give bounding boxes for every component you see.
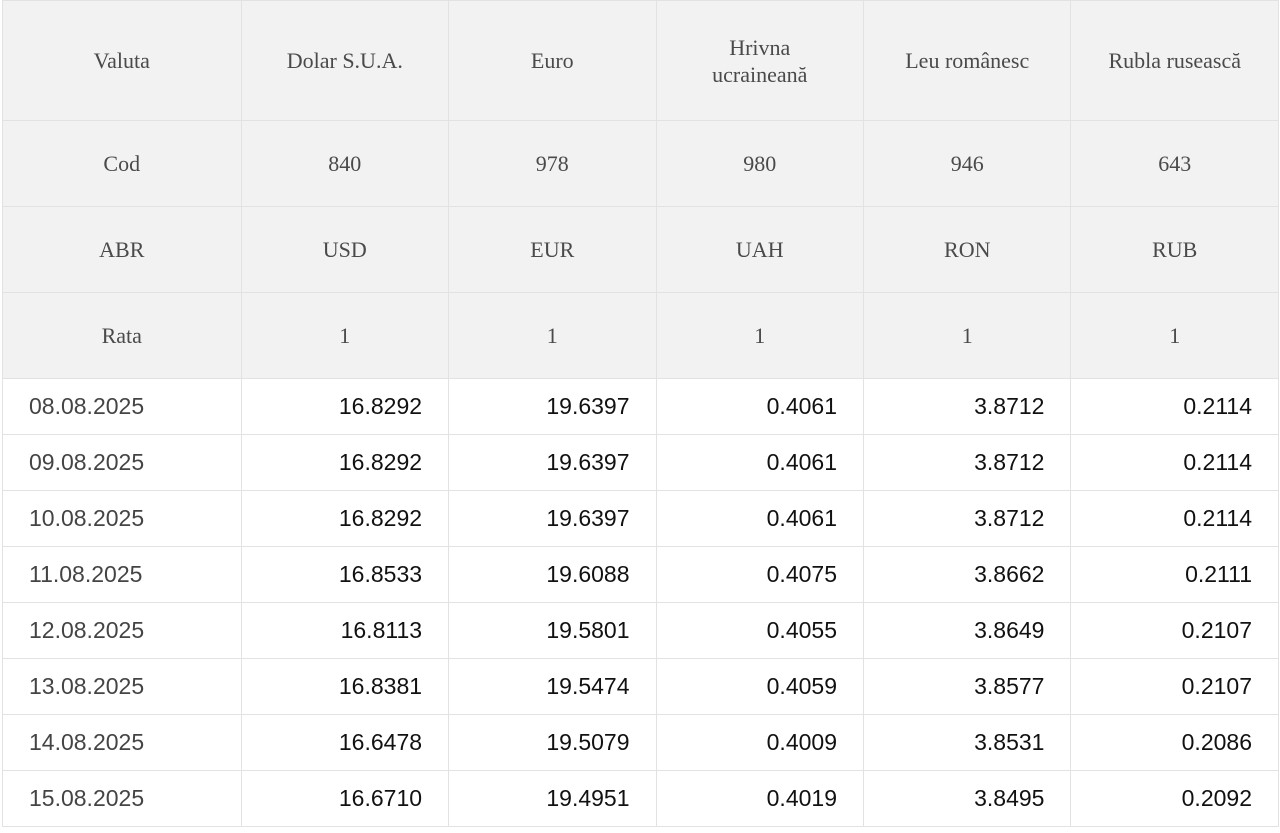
uah-rate-cell: 0.4009 [655,714,865,771]
ron-rate-cell: 3.8712 [862,434,1072,491]
header-label-cod: Cod [2,120,242,207]
rub-rate-cell: 0.2114 [1070,434,1279,491]
date-cell: 14.08.2025 [2,714,242,771]
table-row: 12.08.2025 16.8113 19.5801 0.4055 3.8649… [2,602,1279,659]
date-cell: 10.08.2025 [2,490,242,547]
header-currency-ron: Leu românesc [862,0,1072,121]
header-abr-rub: RUB [1070,206,1279,293]
eur-rate-cell: 19.6088 [448,546,657,603]
eur-rate-cell: 19.6397 [448,490,657,547]
uah-rate-cell: 0.4061 [655,490,865,547]
table-row: 13.08.2025 16.8381 19.5474 0.4059 3.8577… [2,658,1279,715]
header-rata-usd: 1 [240,292,450,379]
header-row-currency: Valuta Dolar S.U.A. Euro Hrivna ucrainea… [2,0,1279,121]
header-cod-uah: 980 [655,120,865,207]
date-cell: 15.08.2025 [2,770,242,827]
rub-rate-cell: 0.2107 [1070,658,1279,715]
usd-rate-cell: 16.8292 [240,378,450,435]
date-cell: 11.08.2025 [2,546,242,603]
table-row: 14.08.2025 16.6478 19.5079 0.4009 3.8531… [2,714,1279,771]
usd-rate-cell: 16.8292 [240,434,450,491]
table-row: 08.08.2025 16.8292 19.6397 0.4061 3.8712… [2,378,1279,435]
header-abr-uah: UAH [655,206,865,293]
header-row-abr: ABR USD EUR UAH RON RUB [2,206,1279,293]
header-row-cod: Cod 840 978 980 946 643 [2,120,1279,207]
table-row: 15.08.2025 16.6710 19.4951 0.4019 3.8495… [2,770,1279,827]
uah-rate-cell: 0.4075 [655,546,865,603]
rub-rate-cell: 0.2092 [1070,770,1279,827]
header-abr-eur: EUR [448,206,657,293]
header-currency-eur: Euro [448,0,657,121]
date-cell: 13.08.2025 [2,658,242,715]
header-abr-ron: RON [862,206,1072,293]
table-row: 09.08.2025 16.8292 19.6397 0.4061 3.8712… [2,434,1279,491]
table-row: 11.08.2025 16.8533 19.6088 0.4075 3.8662… [2,546,1279,603]
uah-rate-cell: 0.4061 [655,378,865,435]
date-cell: 12.08.2025 [2,602,242,659]
date-cell: 09.08.2025 [2,434,242,491]
ron-rate-cell: 3.8662 [862,546,1072,603]
header-abr-usd: USD [240,206,450,293]
header-currency-usd: Dolar S.U.A. [240,0,450,121]
header-cod-ron: 946 [862,120,1072,207]
usd-rate-cell: 16.6710 [240,770,450,827]
header-cod-rub: 643 [1070,120,1279,207]
header-row-rata: Rata 1 1 1 1 1 [2,292,1279,379]
usd-rate-cell: 16.8292 [240,490,450,547]
usd-rate-cell: 16.8381 [240,658,450,715]
header-label-valuta: Valuta [2,0,242,121]
rub-rate-cell: 0.2114 [1070,378,1279,435]
usd-rate-cell: 16.6478 [240,714,450,771]
eur-rate-cell: 19.5474 [448,658,657,715]
uah-rate-cell: 0.4059 [655,658,865,715]
rub-rate-cell: 0.2111 [1070,546,1279,603]
header-cod-eur: 978 [448,120,657,207]
eur-rate-cell: 19.6397 [448,378,657,435]
uah-rate-cell: 0.4061 [655,434,865,491]
ron-rate-cell: 3.8649 [862,602,1072,659]
header-label-rata: Rata [2,292,242,379]
rub-rate-cell: 0.2086 [1070,714,1279,771]
header-currency-rub: Rubla rusească [1070,0,1279,121]
eur-rate-cell: 19.5801 [448,602,657,659]
eur-rate-cell: 19.5079 [448,714,657,771]
ron-rate-cell: 3.8577 [862,658,1072,715]
header-rata-ron: 1 [862,292,1072,379]
header-cod-usd: 840 [240,120,450,207]
header-rata-uah: 1 [655,292,865,379]
header-label-abr: ABR [2,206,242,293]
eur-rate-cell: 19.4951 [448,770,657,827]
ron-rate-cell: 3.8712 [862,378,1072,435]
header-rata-rub: 1 [1070,292,1279,379]
uah-rate-cell: 0.4055 [655,602,865,659]
header-currency-uah: Hrivna ucraineană [655,0,865,121]
usd-rate-cell: 16.8533 [240,546,450,603]
header-rata-eur: 1 [448,292,657,379]
ron-rate-cell: 3.8712 [862,490,1072,547]
table-row: 10.08.2025 16.8292 19.6397 0.4061 3.8712… [2,490,1279,547]
eur-rate-cell: 19.6397 [448,434,657,491]
uah-rate-cell: 0.4019 [655,770,865,827]
ron-rate-cell: 3.8495 [862,770,1072,827]
date-cell: 08.08.2025 [2,378,242,435]
usd-rate-cell: 16.8113 [240,602,450,659]
ron-rate-cell: 3.8531 [862,714,1072,771]
rub-rate-cell: 0.2114 [1070,490,1279,547]
rub-rate-cell: 0.2107 [1070,602,1279,659]
